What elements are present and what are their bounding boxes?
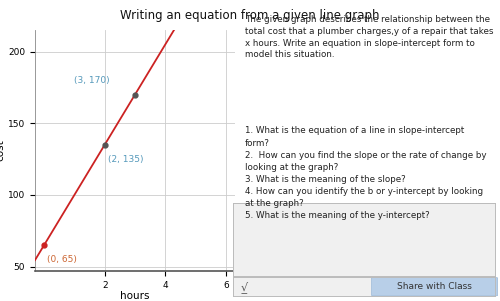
Y-axis label: cost: cost bbox=[0, 140, 6, 161]
Text: Writing an equation from a given line graph: Writing an equation from a given line gr… bbox=[120, 9, 380, 22]
Text: The given graph describes the relationship between the
total cost that a plumber: The given graph describes the relationsh… bbox=[245, 15, 494, 60]
Text: Share with Class: Share with Class bbox=[397, 282, 472, 291]
Text: √̲: √̲ bbox=[240, 281, 248, 293]
Text: 1. What is the equation of a line in slope-intercept
form?
2.  How can you find : 1. What is the equation of a line in slo… bbox=[245, 126, 486, 220]
Text: (2, 135): (2, 135) bbox=[108, 155, 144, 164]
Text: (3, 170): (3, 170) bbox=[74, 76, 110, 85]
FancyBboxPatch shape bbox=[372, 278, 498, 296]
Text: (0, 65): (0, 65) bbox=[47, 255, 77, 264]
X-axis label: hours: hours bbox=[120, 291, 150, 301]
